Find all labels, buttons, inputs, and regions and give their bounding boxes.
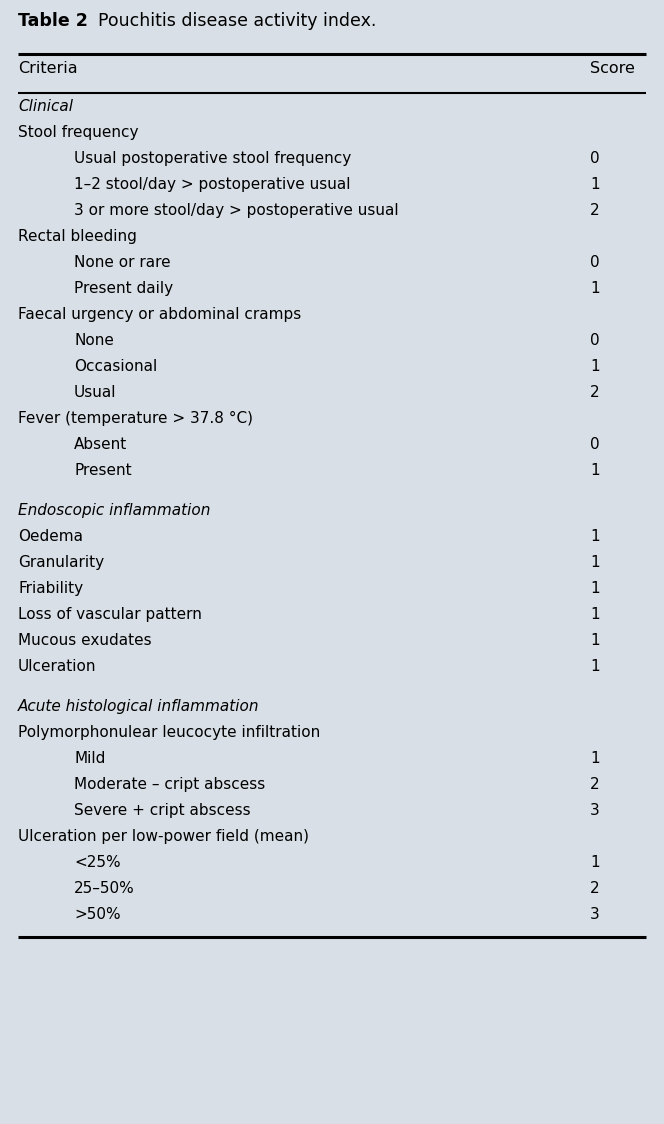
- Text: Pouchitis disease activity index.: Pouchitis disease activity index.: [76, 12, 376, 30]
- Text: 1: 1: [590, 659, 600, 674]
- Text: 2: 2: [590, 777, 600, 792]
- Text: Oedema: Oedema: [18, 529, 83, 544]
- Text: Present daily: Present daily: [74, 281, 173, 296]
- Text: Stool frequency: Stool frequency: [18, 125, 139, 140]
- Text: Loss of vascular pattern: Loss of vascular pattern: [18, 607, 202, 622]
- Text: 1: 1: [590, 555, 600, 570]
- Text: 1: 1: [590, 359, 600, 374]
- Text: Friability: Friability: [18, 581, 83, 596]
- Text: 1: 1: [590, 633, 600, 649]
- Text: Score: Score: [590, 61, 635, 76]
- Text: 1: 1: [590, 281, 600, 296]
- Text: Present: Present: [74, 463, 131, 478]
- Text: 1: 1: [590, 176, 600, 192]
- Text: None or rare: None or rare: [74, 255, 171, 270]
- Text: 3: 3: [590, 803, 600, 818]
- Text: Rectal bleeding: Rectal bleeding: [18, 229, 137, 244]
- Text: Table 2: Table 2: [18, 12, 88, 30]
- Text: None: None: [74, 333, 114, 348]
- Text: 2: 2: [590, 386, 600, 400]
- Text: Usual: Usual: [74, 386, 116, 400]
- Text: 2: 2: [590, 203, 600, 218]
- Text: Fever (temperature > 37.8 °C): Fever (temperature > 37.8 °C): [18, 411, 253, 426]
- Text: Moderate – cript abscess: Moderate – cript abscess: [74, 777, 265, 792]
- Text: 3 or more stool/day > postoperative usual: 3 or more stool/day > postoperative usua…: [74, 203, 398, 218]
- Text: Granularity: Granularity: [18, 555, 104, 570]
- Text: Endoscopic inflammation: Endoscopic inflammation: [18, 504, 210, 518]
- Text: 1–2 stool/day > postoperative usual: 1–2 stool/day > postoperative usual: [74, 176, 351, 192]
- Text: 0: 0: [590, 437, 600, 452]
- Text: <25%: <25%: [74, 855, 121, 870]
- Text: Absent: Absent: [74, 437, 127, 452]
- Text: >50%: >50%: [74, 907, 121, 922]
- Text: 0: 0: [590, 151, 600, 166]
- Text: 1: 1: [590, 607, 600, 622]
- Text: 0: 0: [590, 333, 600, 348]
- Text: Occasional: Occasional: [74, 359, 157, 374]
- Text: 25–50%: 25–50%: [74, 881, 135, 896]
- Text: 3: 3: [590, 907, 600, 922]
- Text: 2: 2: [590, 881, 600, 896]
- Text: 1: 1: [590, 855, 600, 870]
- Text: 1: 1: [590, 529, 600, 544]
- Text: Mucous exudates: Mucous exudates: [18, 633, 151, 649]
- Text: 1: 1: [590, 751, 600, 765]
- Text: Polymorphonulear leucocyte infiltration: Polymorphonulear leucocyte infiltration: [18, 725, 320, 740]
- Text: Faecal urgency or abdominal cramps: Faecal urgency or abdominal cramps: [18, 307, 301, 321]
- Text: 0: 0: [590, 255, 600, 270]
- Text: 1: 1: [590, 463, 600, 478]
- Text: 1: 1: [590, 581, 600, 596]
- Text: Ulceration per low-power field (mean): Ulceration per low-power field (mean): [18, 830, 309, 844]
- Text: Ulceration: Ulceration: [18, 659, 96, 674]
- Text: Mild: Mild: [74, 751, 106, 765]
- Text: Clinical: Clinical: [18, 99, 73, 114]
- Text: Severe + cript abscess: Severe + cript abscess: [74, 803, 250, 818]
- Text: Acute histological inflammation: Acute histological inflammation: [18, 699, 260, 714]
- Text: Usual postoperative stool frequency: Usual postoperative stool frequency: [74, 151, 351, 166]
- Text: Criteria: Criteria: [18, 61, 78, 76]
